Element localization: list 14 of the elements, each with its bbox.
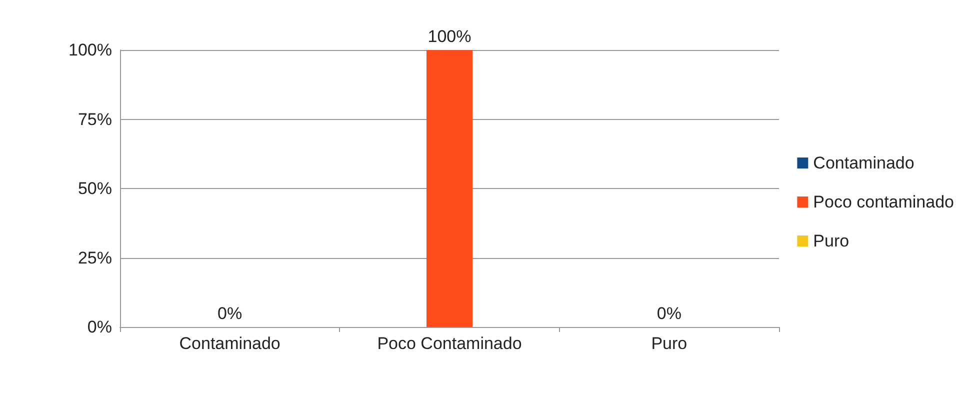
data-label: 100% [428, 27, 472, 46]
y-tick-label: 25% [78, 248, 112, 268]
legend-label: Puro [813, 232, 850, 250]
x-tick-label: Poco Contaminado [377, 334, 522, 353]
data-label: 0% [656, 304, 682, 323]
legend-label: Poco contaminado [813, 192, 954, 212]
legend-label: Contaminado [813, 154, 914, 172]
y-tick-label: 75% [78, 110, 112, 129]
x-tick-label: Puro [651, 334, 688, 353]
data-label: 0% [218, 304, 242, 323]
y-tick-label: 0% [87, 318, 112, 336]
y-tick-label: 50% [78, 179, 112, 198]
x-tick-label: Contaminado [179, 334, 280, 353]
y-tick-label: 100% [68, 40, 112, 60]
